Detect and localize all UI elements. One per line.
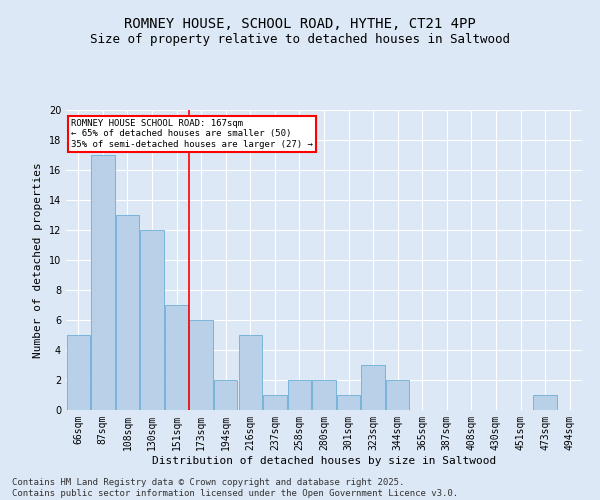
Bar bbox=[190, 320, 213, 410]
Bar bbox=[288, 380, 311, 410]
Bar bbox=[116, 215, 139, 410]
Bar bbox=[165, 305, 188, 410]
Bar bbox=[91, 155, 115, 410]
Text: ROMNEY HOUSE SCHOOL ROAD: 167sqm
← 65% of detached houses are smaller (50)
35% o: ROMNEY HOUSE SCHOOL ROAD: 167sqm ← 65% o… bbox=[71, 119, 313, 149]
Bar bbox=[67, 335, 90, 410]
Bar bbox=[239, 335, 262, 410]
Bar bbox=[140, 230, 164, 410]
Bar bbox=[214, 380, 238, 410]
Bar bbox=[337, 395, 360, 410]
Text: ROMNEY HOUSE, SCHOOL ROAD, HYTHE, CT21 4PP: ROMNEY HOUSE, SCHOOL ROAD, HYTHE, CT21 4… bbox=[124, 18, 476, 32]
Y-axis label: Number of detached properties: Number of detached properties bbox=[33, 162, 43, 358]
Text: Contains HM Land Registry data © Crown copyright and database right 2025.
Contai: Contains HM Land Registry data © Crown c… bbox=[12, 478, 458, 498]
Bar bbox=[361, 365, 385, 410]
Bar bbox=[263, 395, 287, 410]
Bar bbox=[386, 380, 409, 410]
X-axis label: Distribution of detached houses by size in Saltwood: Distribution of detached houses by size … bbox=[152, 456, 496, 466]
Text: Size of property relative to detached houses in Saltwood: Size of property relative to detached ho… bbox=[90, 32, 510, 46]
Bar bbox=[313, 380, 335, 410]
Bar bbox=[533, 395, 557, 410]
